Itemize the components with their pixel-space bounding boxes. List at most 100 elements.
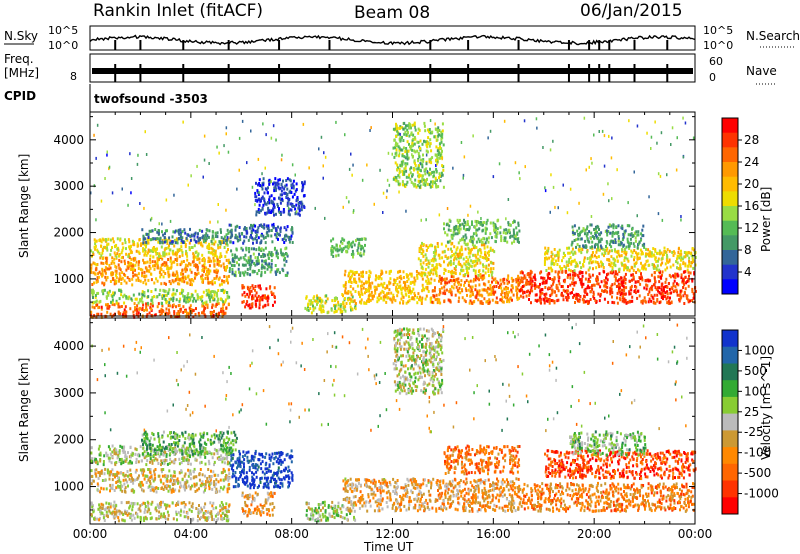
heatmap-cell [388,270,391,274]
heatmap-cell [594,233,597,237]
heatmap-cell [271,240,274,244]
heatmap-cell [434,153,437,157]
heatmap-cell [257,183,259,187]
heatmap-cell [241,300,244,304]
heatmap-cell [646,259,649,263]
heatmap-cell [225,306,228,310]
heatmap-cell [603,270,606,274]
heatmap-cell [482,282,485,286]
heatmap-cell [168,244,170,248]
heatmap-cell [430,149,433,153]
nave-tick-bottom: 0 [709,71,716,84]
heatmap-cell [447,270,450,273]
heatmap-cell [277,237,279,241]
heatmap-cell [661,270,664,274]
heatmap-cell [404,162,407,166]
heatmap-cell [526,273,529,277]
heatmap-cell [106,303,109,306]
heatmap-cell [340,247,343,251]
heatmap-cell [178,248,181,252]
heatmap-cell [597,278,599,282]
heatmap-cell [210,313,212,317]
heatmap-cell [258,303,261,307]
heatmap-cell [194,272,197,275]
heatmap-cell [300,208,303,212]
heatmap-cell [362,252,365,256]
heatmap-cell [491,280,493,284]
heatmap-cell [481,294,484,298]
heatmap-cell [194,299,197,303]
heatmap-cell [269,270,272,274]
heatmap-cell [610,288,613,292]
heatmap-cell [320,135,323,139]
heatmap-cell [167,258,170,261]
heatmap-cell [190,278,193,281]
heatmap-cell [606,241,609,245]
heatmap-cell [622,294,625,298]
heatmap-cell [623,300,626,304]
heatmap-cell [426,177,428,181]
heatmap-cell [132,257,135,261]
heatmap-cell [145,153,148,156]
heatmap-cell [201,311,203,315]
heatmap-cell [270,194,273,198]
heatmap-cell [641,252,644,256]
heatmap-cell [154,313,157,317]
heatmap-cell [471,220,473,224]
heatmap-cell [546,273,549,277]
heatmap-cell [393,155,396,159]
heatmap-cell [400,277,403,281]
heatmap-cell [663,250,666,253]
heatmap-cell [211,305,214,309]
heatmap-cell [427,246,430,249]
heatmap-cell [631,299,634,303]
heatmap-cell [653,271,656,275]
heatmap-cell [398,132,400,136]
heatmap-cell [584,244,587,248]
heatmap-cell [282,208,285,211]
heatmap-cell [631,266,634,270]
heatmap-cell [270,262,273,266]
heatmap-cell [243,291,246,295]
heatmap-cell [567,264,570,268]
heatmap-cell [430,271,432,275]
heatmap-cell [221,298,223,302]
heatmap-cell [349,290,352,294]
heatmap-cell [264,261,267,265]
heatmap-cell [260,255,263,258]
heatmap-cell [622,292,625,296]
heatmap-cell [348,301,351,305]
heatmap-cell [216,262,219,266]
heatmap-cell [267,201,269,204]
heatmap-cell [106,246,108,250]
heatmap-cell [489,292,492,296]
heatmap-cell [291,241,294,244]
heatmap-cell [543,293,546,297]
heatmap-cell [417,159,420,163]
heatmap-cell [585,168,587,172]
heatmap-cell [595,277,598,281]
heatmap-cell [422,261,425,265]
heatmap-cell [141,308,144,312]
heatmap-cell [204,239,207,242]
heatmap-cell [405,133,408,137]
heatmap-cell [399,138,402,142]
heatmap-cell [199,296,202,300]
heatmap-cell [557,256,560,260]
heatmap-cell [151,247,154,251]
heatmap-cell [194,255,197,259]
heatmap-cell [227,274,230,278]
heatmap-cell [337,300,340,304]
heatmap-cell [650,286,653,290]
heatmap-cell [396,283,399,287]
heatmap-cell [455,257,458,261]
heatmap-cell [526,290,528,294]
heatmap-cell [128,279,131,282]
heatmap-cell [494,290,497,294]
heatmap-cell [254,256,257,260]
heatmap-cell [167,304,170,308]
heatmap-cell [173,238,176,242]
heatmap-cell [510,288,513,292]
heatmap-cell [430,268,433,272]
heatmap-cell [502,300,505,304]
